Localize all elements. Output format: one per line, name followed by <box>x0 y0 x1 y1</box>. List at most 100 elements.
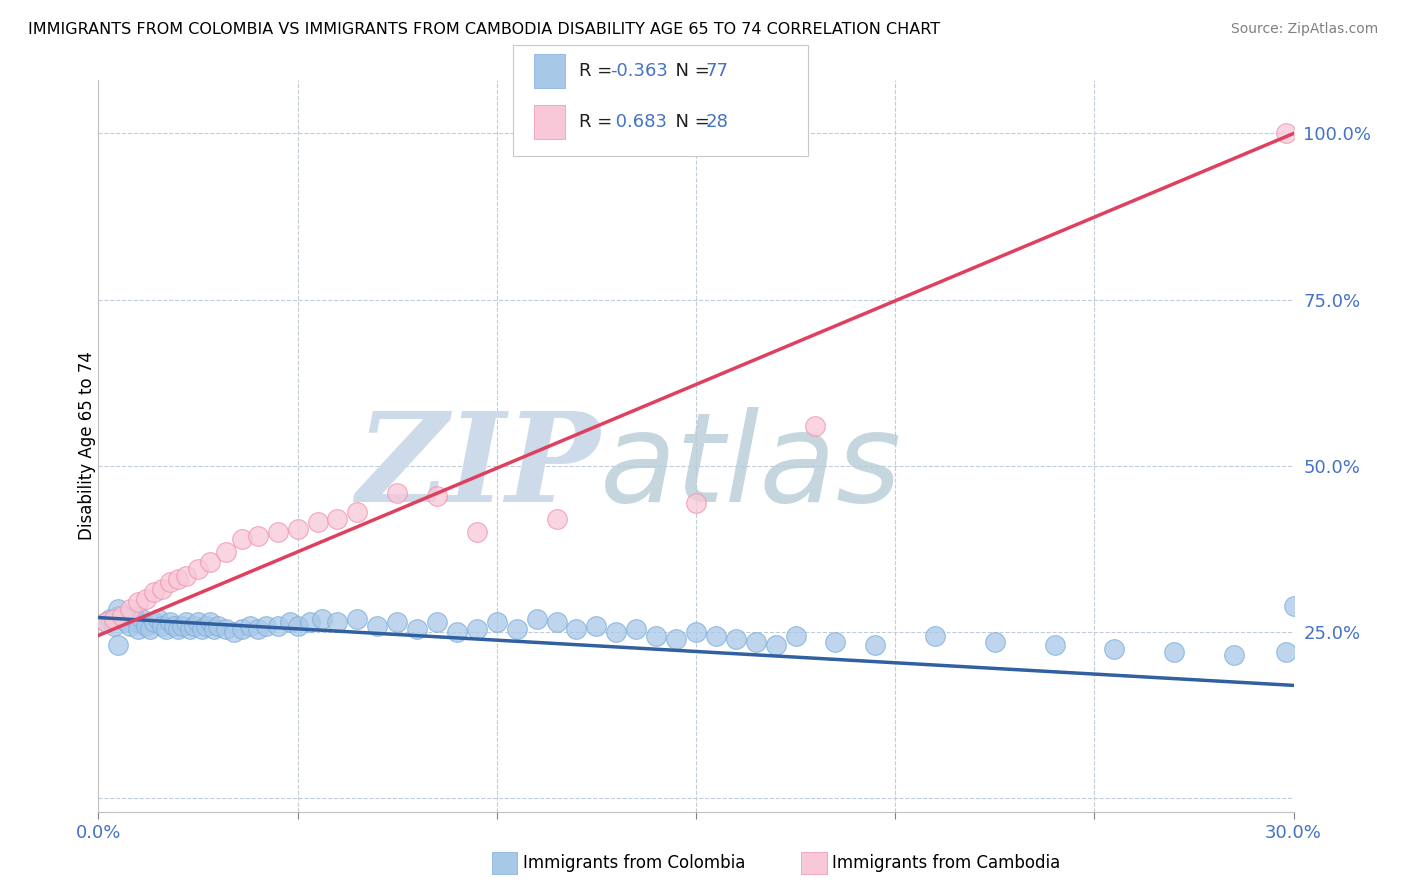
Point <box>485 615 508 630</box>
Point <box>135 591 157 606</box>
Point <box>120 618 142 632</box>
Point <box>187 562 209 576</box>
Point <box>1163 645 1185 659</box>
Text: atlas: atlas <box>600 408 903 528</box>
Point <box>172 618 194 632</box>
Point <box>163 618 186 632</box>
Point <box>103 618 125 632</box>
Point <box>127 595 149 609</box>
Text: Immigrants from Colombia: Immigrants from Colombia <box>523 855 745 872</box>
Point <box>135 618 157 632</box>
Point <box>865 639 887 653</box>
Point <box>215 545 238 559</box>
Point <box>311 612 333 626</box>
Point <box>385 485 409 500</box>
Point <box>103 612 125 626</box>
Point <box>150 582 173 596</box>
Point <box>187 615 209 630</box>
Point <box>406 622 429 636</box>
Point <box>215 622 238 636</box>
Point <box>198 555 221 569</box>
Point <box>1274 127 1296 141</box>
Point <box>465 622 488 636</box>
Text: Source: ZipAtlas.com: Source: ZipAtlas.com <box>1230 22 1378 37</box>
Point <box>246 622 269 636</box>
Point <box>546 615 568 630</box>
Point <box>278 615 301 630</box>
Point <box>174 568 197 582</box>
Text: -0.363: -0.363 <box>610 62 668 80</box>
Point <box>111 612 134 626</box>
Point <box>267 525 290 540</box>
Text: Immigrants from Cambodia: Immigrants from Cambodia <box>832 855 1060 872</box>
Point <box>326 615 349 630</box>
Point <box>167 572 190 586</box>
Text: R =: R = <box>579 113 619 131</box>
Point <box>115 615 138 630</box>
Text: IMMIGRANTS FROM COLOMBIA VS IMMIGRANTS FROM CAMBODIA DISABILITY AGE 65 TO 74 COR: IMMIGRANTS FROM COLOMBIA VS IMMIGRANTS F… <box>28 22 941 37</box>
Point <box>1282 599 1305 613</box>
Point <box>107 608 129 623</box>
Point <box>155 622 177 636</box>
Point <box>526 612 548 626</box>
Point <box>148 612 170 626</box>
Point <box>426 489 449 503</box>
Point <box>174 615 197 630</box>
Point <box>107 639 129 653</box>
Point <box>685 625 707 640</box>
Point <box>167 622 190 636</box>
Point <box>685 495 707 509</box>
Point <box>127 615 149 630</box>
Point <box>139 622 162 636</box>
Point <box>1223 648 1246 663</box>
Point <box>195 618 218 632</box>
Point <box>111 608 134 623</box>
Point <box>202 622 225 636</box>
Point <box>626 622 648 636</box>
Point <box>143 615 166 630</box>
Point <box>565 622 588 636</box>
Point <box>287 618 309 632</box>
Point <box>704 628 727 642</box>
Point <box>254 618 277 632</box>
Point <box>765 639 787 653</box>
Point <box>506 622 529 636</box>
Point <box>585 618 607 632</box>
Point <box>124 608 146 623</box>
Point <box>984 635 1007 649</box>
Point <box>198 615 221 630</box>
Point <box>426 615 449 630</box>
Point <box>385 615 409 630</box>
Text: 28: 28 <box>706 113 728 131</box>
Point <box>1274 645 1296 659</box>
Point <box>179 622 201 636</box>
Point <box>239 618 262 632</box>
Text: N =: N = <box>664 113 716 131</box>
Point <box>446 625 468 640</box>
Text: 0.683: 0.683 <box>610 113 668 131</box>
Text: ZIP: ZIP <box>357 407 600 529</box>
Point <box>231 532 253 546</box>
Point <box>724 632 747 646</box>
Point <box>346 612 368 626</box>
Point <box>120 602 142 616</box>
Point <box>127 622 149 636</box>
Point <box>96 615 118 630</box>
Point <box>131 612 153 626</box>
Point <box>207 618 229 632</box>
Point <box>745 635 768 649</box>
Point <box>298 615 321 630</box>
Point <box>665 632 688 646</box>
Point <box>824 635 846 649</box>
Point <box>222 625 245 640</box>
Point <box>159 615 181 630</box>
Point <box>1104 641 1126 656</box>
Point <box>98 612 122 626</box>
Point <box>191 622 214 636</box>
Point <box>150 618 173 632</box>
Point <box>326 512 349 526</box>
Point <box>346 506 368 520</box>
Point <box>645 628 668 642</box>
Point <box>366 618 388 632</box>
Text: 77: 77 <box>706 62 728 80</box>
